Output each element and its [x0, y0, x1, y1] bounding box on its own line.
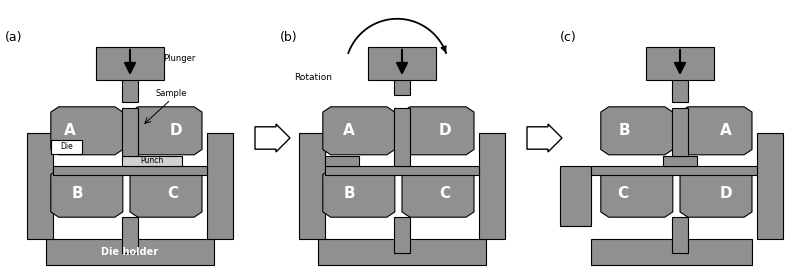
- Bar: [51, 140, 82, 154]
- Polygon shape: [679, 169, 751, 217]
- Bar: [97, 47, 163, 80]
- Bar: [122, 156, 182, 166]
- Bar: [368, 47, 435, 80]
- Bar: [663, 156, 696, 166]
- Polygon shape: [323, 107, 394, 155]
- Text: B: B: [618, 123, 630, 138]
- Text: Rotation: Rotation: [294, 73, 332, 83]
- Text: (b): (b): [279, 31, 297, 44]
- Polygon shape: [323, 169, 394, 217]
- Bar: [590, 239, 751, 265]
- Text: D: D: [439, 123, 451, 138]
- Text: C: C: [616, 186, 627, 201]
- Text: B: B: [71, 186, 83, 201]
- Bar: [324, 166, 478, 175]
- Polygon shape: [130, 107, 202, 155]
- Bar: [646, 47, 713, 80]
- Bar: [318, 239, 486, 265]
- Bar: [122, 78, 138, 102]
- Text: A: A: [64, 123, 75, 138]
- Text: B: B: [343, 186, 354, 201]
- Bar: [324, 156, 358, 166]
- Text: Die holder: Die holder: [101, 247, 158, 257]
- Bar: [756, 133, 783, 239]
- Bar: [671, 108, 688, 156]
- Text: A: A: [343, 123, 354, 138]
- Bar: [393, 78, 410, 95]
- Bar: [207, 133, 233, 239]
- Polygon shape: [255, 124, 290, 152]
- Polygon shape: [401, 107, 474, 155]
- Polygon shape: [526, 124, 561, 152]
- Bar: [27, 133, 54, 239]
- Polygon shape: [130, 169, 202, 217]
- Bar: [46, 239, 214, 265]
- Bar: [478, 133, 504, 239]
- Text: C: C: [167, 186, 178, 201]
- Bar: [298, 133, 324, 239]
- Text: D: D: [169, 123, 182, 138]
- Text: (c): (c): [560, 31, 576, 44]
- Text: (a): (a): [5, 31, 23, 44]
- Bar: [122, 217, 138, 253]
- Text: Sample: Sample: [155, 89, 187, 98]
- Bar: [393, 108, 410, 166]
- Polygon shape: [600, 107, 672, 155]
- Text: Die: Die: [60, 142, 73, 151]
- Bar: [560, 166, 590, 225]
- Text: Punch: Punch: [139, 156, 163, 165]
- Text: D: D: [719, 186, 731, 201]
- Polygon shape: [51, 169, 122, 217]
- Text: Plunger: Plunger: [163, 54, 195, 63]
- Bar: [393, 217, 410, 253]
- Text: C: C: [439, 186, 450, 201]
- Bar: [671, 217, 688, 253]
- Bar: [122, 108, 138, 156]
- Polygon shape: [600, 169, 672, 217]
- Text: A: A: [719, 123, 731, 138]
- Polygon shape: [679, 107, 751, 155]
- Polygon shape: [51, 107, 122, 155]
- Polygon shape: [401, 169, 474, 217]
- Bar: [671, 78, 688, 102]
- Bar: [54, 166, 207, 175]
- Bar: [590, 166, 756, 175]
